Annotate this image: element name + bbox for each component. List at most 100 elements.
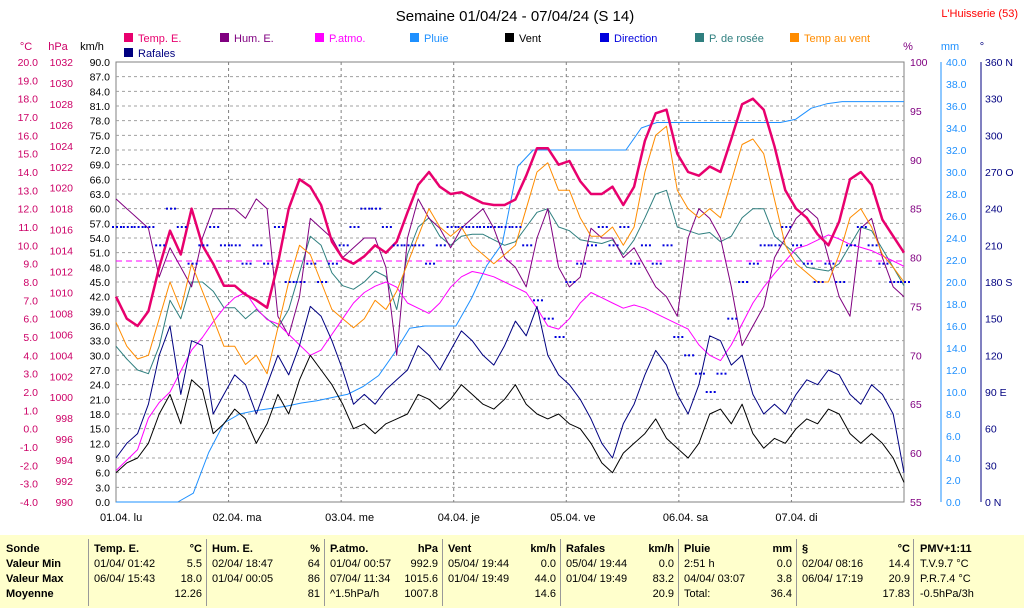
legend-label: Temp au vent: [804, 33, 870, 45]
direction-point: [738, 281, 741, 283]
direction-point: [698, 372, 701, 375]
direction-point: [540, 299, 543, 302]
wind-axis-tick-label: 21.0: [90, 394, 111, 406]
rain-axis-tick-label: 18.0: [946, 299, 967, 311]
wind-axis-tick-label: 42.0: [90, 292, 111, 304]
wind-axis-tick-label: 63.0: [90, 189, 111, 201]
direction-point: [716, 372, 719, 375]
pressure-axis-tick-label: 1032: [50, 57, 74, 69]
series-line-pluie: [116, 101, 904, 503]
direction-point: [806, 262, 809, 265]
x-tick-label: 03.04. me: [325, 512, 374, 524]
direction-point: [824, 262, 827, 265]
summary-block-unit: mm: [772, 543, 792, 555]
direction-point: [785, 226, 788, 228]
summary-cell-date: Total:: [684, 588, 711, 600]
summary-block-unit: hPa: [417, 543, 438, 555]
plot-area: [112, 97, 910, 503]
direction-point: [342, 244, 345, 247]
direction-point: [846, 244, 849, 247]
pressure-axis-tick-label: 1010: [50, 287, 74, 299]
direction-point: [508, 226, 511, 228]
direction-point: [519, 226, 522, 228]
direction-point: [705, 391, 708, 393]
direction-point: [148, 226, 151, 228]
direction-point: [767, 244, 770, 247]
summary-cell-value: 1007.8: [404, 588, 438, 600]
direction-point: [346, 244, 349, 247]
temp-axis-tick-label: -4.0: [20, 497, 38, 509]
chart-title: Semaine 01/04/24 - 07/04/24 (S 14): [396, 8, 635, 25]
wind-axis-tick-label: 30.0: [90, 350, 111, 362]
summary-cell-date: 02/04/ 08:16: [802, 558, 864, 570]
direction-point: [692, 354, 695, 357]
legend-label: Rafales: [138, 48, 176, 60]
summary-block-unit: km/h: [648, 543, 674, 555]
direction-point: [867, 244, 870, 247]
direction-axis-tick-label: 0 N: [985, 497, 1001, 509]
direction-point: [522, 244, 525, 247]
pmv-row: T.V.9.7 °C: [920, 558, 969, 570]
legend-label: Direction: [614, 33, 657, 45]
direction-point: [433, 262, 436, 265]
direction-point: [489, 226, 492, 228]
wind-axis-tick-label: 48.0: [90, 262, 111, 274]
temp-axis-tick-label: 4.0: [23, 350, 38, 362]
direction-point: [281, 226, 284, 228]
direction-point: [554, 336, 557, 338]
x-tick-label: 02.04. ma: [213, 512, 263, 524]
legend-swatch: [315, 33, 324, 42]
direction-point: [263, 262, 266, 265]
direction-point: [120, 226, 122, 228]
legend-label: P.atmo.: [329, 33, 366, 45]
direction-point: [472, 226, 475, 228]
summary-cell-date: 01/04/ 19:49: [566, 573, 628, 585]
direction-point: [562, 336, 565, 338]
direction-point: [396, 244, 399, 247]
humidity-axis-tick-label: 90: [910, 155, 922, 167]
direction-point: [476, 226, 479, 228]
temp-axis-tick-label: 2.0: [23, 387, 38, 399]
wind-axis-tick-label: 51.0: [90, 248, 111, 260]
summary-block: § °C 02/04/ 08:16 14.4 06/04/ 17:19 20.9 17.83: [802, 535, 910, 608]
legend-label: Temp. E.: [138, 33, 181, 45]
direction-point: [375, 207, 378, 210]
direction-point: [832, 262, 835, 265]
direction-point: [230, 244, 233, 247]
rain-axis-tick-label: 28.0: [946, 189, 967, 201]
rain-axis-tick-label: 6.0: [946, 431, 961, 443]
wind-axis-tick-label: 9.0: [95, 453, 110, 465]
direction-point: [227, 244, 230, 247]
direction-point: [288, 281, 291, 283]
rain-axis-tick-label: 20.0: [946, 277, 967, 289]
direction-point: [209, 226, 212, 228]
direction-point: [364, 207, 367, 210]
direction-point: [385, 226, 388, 228]
direction-point: [144, 226, 147, 228]
summary-block: P.atmo. hPa 01/04/ 00:57 992.9 07/04/ 11:34 1…: [330, 535, 438, 608]
direction-point: [673, 336, 676, 338]
direction-point: [338, 244, 341, 247]
direction-point: [828, 262, 831, 265]
direction-point: [608, 244, 611, 247]
summary-cell-value: 44.0: [534, 573, 556, 585]
pmv-title: PMV+1:11: [920, 543, 972, 555]
chart-axes: 20.0 19.0 18.0 17.0 16.0 15.0 14.0 13.0 12.0 11.0…: [18, 57, 1014, 509]
rain-axis-tick-label: 38.0: [946, 79, 967, 91]
direction-point: [756, 262, 759, 265]
summary-cell-value: 86: [307, 573, 320, 585]
temp-axis-tick-label: 17.0: [18, 112, 39, 124]
direction-point: [871, 244, 874, 247]
rain-axis-tick-label: 14.0: [946, 343, 967, 355]
direction-point: [759, 244, 762, 247]
direction-axis-tick-label: 120: [985, 350, 1003, 362]
summary-cell-value: 83.2: [652, 573, 674, 585]
summary-block: Temp. E. °C 01/04/ 01:42 5.5 06/04/ 15:43 18.…: [94, 535, 202, 608]
pressure-axis-tick-label: 1024: [50, 141, 74, 153]
direction-point: [112, 226, 114, 228]
temp-axis-tick-label: -2.0: [20, 460, 38, 472]
direction-point: [789, 226, 792, 228]
summary-block-unit: °C: [897, 543, 910, 555]
direction-point: [126, 226, 129, 228]
wind-axis-tick-label: 39.0: [90, 306, 111, 318]
